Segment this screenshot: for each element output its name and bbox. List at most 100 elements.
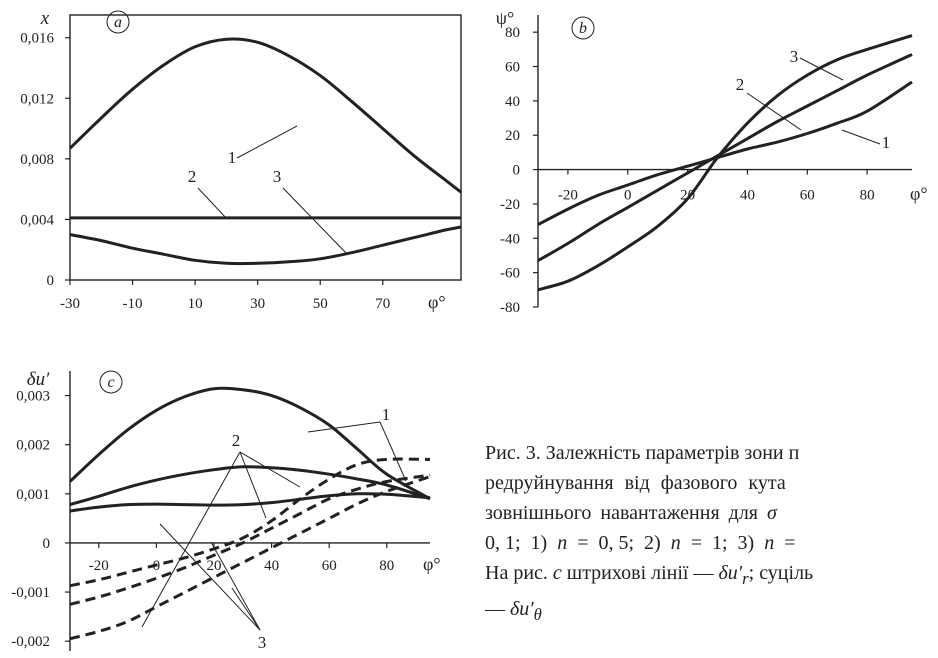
- chart-b-series-3-line: [537, 34, 913, 292]
- caption-line-3-text: зовнішнього навантаження для: [485, 502, 768, 524]
- chart-c-leader-2b: [239, 451, 267, 519]
- chart-a-x-tick-label: 50: [313, 296, 328, 312]
- chart-a-x-tick-label: 70: [375, 296, 390, 312]
- chart-c-y-tick-label: 0,002: [16, 438, 50, 454]
- chart-c-callout-3: 3: [258, 633, 267, 652]
- chart-b-x-tick-label: 60: [800, 188, 815, 204]
- caption-line-4-b: = 0, 5; 2): [567, 532, 671, 554]
- caption-c: c: [552, 562, 562, 584]
- chart-c-series-3-solid-line: [69, 492, 431, 513]
- caption-line-4-c: = 1; 3): [680, 532, 765, 554]
- caption-line-6: — δu′θ: [485, 594, 935, 630]
- caption-sub-r: r: [742, 569, 749, 588]
- caption-line-5-a: На рис.: [485, 562, 553, 584]
- chart-c-series-2-dashed-line: [69, 473, 431, 606]
- caption-sigma: σ: [767, 502, 777, 524]
- chart-b-y-tick-label: 60: [505, 60, 520, 76]
- chart-c: -20 0 20 40 60 80-0,002-0,00100,0010,0020,003…: [11, 369, 440, 652]
- caption-n2: n: [670, 532, 681, 554]
- chart-b-y-tick-label: -80: [500, 300, 520, 316]
- chart-c-callout-2: 2: [232, 431, 241, 450]
- panel-label-c: c: [107, 374, 114, 391]
- chart-b-x-tick-label: 20: [680, 188, 695, 204]
- chart-a-x-label: φ°: [428, 292, 446, 312]
- chart-a-series-1-label: 1: [228, 148, 237, 167]
- caption-line-6-a: —: [485, 598, 510, 620]
- chart-b-y-tick-label: -40: [500, 231, 520, 247]
- chart-b-series-2-line: [537, 53, 913, 262]
- chart-b-x-tick-label: -20: [558, 188, 578, 204]
- chart-c-y-label: δu′: [27, 369, 50, 390]
- chart-b-series-2-label: 2: [736, 75, 745, 94]
- chart-a-y-label: x: [40, 8, 50, 29]
- chart-b-x-tick-label: 80: [860, 188, 875, 204]
- chart-a-leader-1: [236, 125, 298, 159]
- chart-c-y-tick-label: 0: [43, 536, 51, 552]
- chart-c-leader-3b: [210, 541, 261, 631]
- caption-n1: n: [557, 532, 568, 554]
- chart-a-y-tick-label: 0,004: [20, 212, 54, 228]
- chart-b-x-tick-label: 0: [624, 188, 632, 204]
- chart-c-series-2-solid-line: [69, 465, 431, 507]
- chart-c-y-tick-label: -0,002: [11, 634, 50, 650]
- chart-b-y-tick-label: 20: [505, 128, 520, 144]
- chart-b-leader-2: [746, 92, 802, 131]
- chart-c-leader-1b: [379, 421, 407, 482]
- chart-c-x-tick-label: 20: [207, 558, 222, 574]
- chart-a-leader-2: [197, 187, 228, 220]
- chart-a: -30 -10 10 30 50 70 0 0,004 0,008 0,012 0,016 x φ° a 1…: [20, 8, 462, 312]
- panel-label-b: b: [579, 20, 587, 37]
- chart-c-y-tick-label: -0,001: [11, 585, 50, 601]
- chart-b-y-tick-label: 80: [505, 25, 520, 41]
- chart-a-y-tick-label: 0,008: [20, 152, 54, 168]
- chart-b-series-1-label: 1: [882, 133, 891, 152]
- chart-c-x-label: φ°: [423, 554, 441, 574]
- chart-b-y-tick-label: -60: [500, 266, 520, 282]
- caption-line-4-a: 0, 1; 1): [485, 532, 558, 554]
- chart-a-series-3-line: [69, 225, 462, 266]
- caption-du-r: δu′: [718, 562, 743, 584]
- caption-line-4-d: =: [774, 532, 796, 554]
- caption-line-5: На рис. c штрихові лінії — δu′r; суціль: [485, 558, 935, 594]
- chart-c-y-tick-label: 0,003: [16, 389, 50, 405]
- panel-label-a: a: [114, 14, 122, 31]
- chart-b: -20 0 20 40 60 80-80-60-40-20020406080ψ°φ°b12…: [496, 8, 928, 316]
- panel-label-circle: [106, 10, 130, 34]
- chart-a-series-1-line: [68, 37, 462, 194]
- chart-c-x-tick-label: 60: [322, 558, 337, 574]
- figure-caption: Рис. 3. Залежність параметрів зони п ред…: [485, 438, 935, 630]
- chart-b-y-tick-label: 0: [513, 163, 521, 179]
- panel-label-circle: [571, 16, 595, 40]
- caption-sub-theta: θ: [533, 605, 542, 624]
- chart-c-x-tick-label: 80: [379, 558, 394, 574]
- chart-c-leader-3a: [159, 523, 261, 631]
- chart-a-x-tick-label: -30: [60, 296, 80, 312]
- chart-b-leader-3: [799, 57, 844, 81]
- chart-a-series-3-label: 3: [273, 167, 282, 186]
- caption-n3: n: [764, 532, 775, 554]
- caption-line-4: 0, 1; 1) n = 0, 5; 2) n = 1; 3) n =: [485, 528, 935, 558]
- chart-a-x-tick-label: 10: [188, 296, 203, 312]
- chart-a-y-tick-label: 0: [47, 273, 55, 289]
- chart-b-leader-1: [841, 129, 881, 145]
- chart-b-series-1-line: [537, 80, 913, 226]
- caption-line-5-b: штрихові лінії —: [561, 562, 719, 584]
- chart-b-series-3-label: 3: [790, 47, 799, 66]
- chart-b-y-label: ψ°: [496, 8, 514, 28]
- caption-line-3: зовнішнього навантаження для σ: [485, 498, 935, 528]
- chart-c-y-tick-label: 0,001: [16, 487, 50, 503]
- caption-line-2: редруйнування від фазового кута: [485, 472, 786, 494]
- chart-c-leader-2c: [141, 451, 241, 628]
- chart-a-x-tick-label: -10: [123, 296, 143, 312]
- chart-c-leader-3c: [231, 587, 261, 631]
- chart-b-y-tick-label: 40: [505, 94, 520, 110]
- chart-a-leader-3: [282, 187, 348, 255]
- chart-a-y-tick-label: 0,016: [20, 31, 54, 47]
- chart-a-y-tick-label: 0,012: [20, 91, 54, 107]
- chart-c-x-tick-label: 40: [264, 558, 279, 574]
- caption-line-5-d: ; суціль: [748, 562, 814, 584]
- chart-c-leader-1a: [307, 421, 381, 433]
- chart-c-x-tick-label: -20: [89, 558, 109, 574]
- chart-b-x-tick-label: 40: [740, 188, 755, 204]
